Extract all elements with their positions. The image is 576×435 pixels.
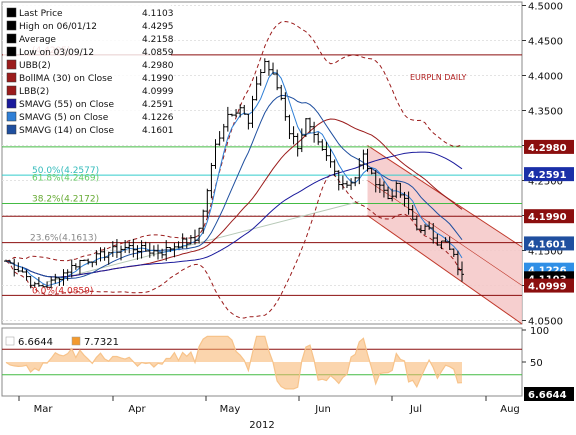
legend-swatch (6, 85, 17, 96)
lower-bollinger-band (5, 173, 463, 319)
legend-swatch (6, 72, 17, 83)
right-value-tag (524, 278, 574, 293)
oscillator-tick-label: 100 (530, 326, 549, 337)
legend-value: 4.2980 (142, 61, 174, 71)
oscillator-value-tag (524, 387, 574, 401)
legend-label: SMAVG (14) on Close (19, 126, 114, 136)
price-tick-label: 4.0500 (528, 317, 563, 328)
right-value-tag (524, 209, 574, 224)
sma-5-line (5, 71, 463, 287)
legend-label: High on 06/01/12 (19, 22, 97, 32)
moving-averages (5, 71, 463, 287)
right-value-tag (524, 167, 574, 182)
fib-label: 23.6%(4.1613) (30, 234, 97, 244)
x-tick-label: May (220, 404, 241, 415)
legend-value: 4.2591 (142, 100, 174, 110)
legend-label: SMAVG (5) on Close (19, 113, 109, 123)
legend-value: 4.1226 (142, 113, 174, 123)
right-value-tag-text: 4.0999 (528, 282, 567, 293)
price-tick-label: 4.3500 (528, 107, 563, 118)
legend-value: 4.0999 (142, 87, 174, 97)
oscillator-legend-value: 7.7321 (84, 337, 119, 348)
fib-label: 50.0%(4.2577) (32, 166, 99, 176)
legend-value: 4.1990 (142, 74, 174, 84)
right-value-tag (524, 236, 574, 251)
legend-value: 4.1601 (142, 126, 174, 136)
legend-swatch (6, 20, 17, 31)
oscillator-legend: 6.6644 7.7321 (5, 336, 119, 348)
x-tick-label: Jun (314, 404, 331, 415)
sma-14-line (5, 94, 463, 280)
right-value-tag-text: 4.1990 (528, 212, 567, 223)
x-axis-year: 2012 (249, 420, 274, 431)
fib-label: 61.8%(4.2469) (32, 174, 99, 184)
channel-mid-line (367, 180, 523, 286)
legend-swatch (6, 33, 17, 44)
sma-55-line (5, 151, 463, 278)
oscillator-tick-label: 50 (530, 358, 543, 369)
legend-value: 4.4295 (142, 22, 174, 32)
legend-box (3, 4, 171, 140)
legend-value: 4.0859 (142, 48, 174, 58)
oscillator-legend-swatch (5, 336, 15, 346)
legend-label: SMAVG (55) on Close (19, 100, 114, 110)
right-value-tag-text: 4.1601 (528, 239, 567, 250)
right-value-tags: 4.29804.25914.19904.16014.12264.11034.09… (524, 139, 574, 293)
price-tick-label: 4.4000 (528, 72, 563, 83)
x-axis: Mar Apr May Jun Jul Aug (18, 396, 520, 415)
price-tick-label: 4.5000 (528, 2, 563, 13)
legend-label: BollMA (30) on Close (19, 74, 113, 84)
legend-swatch (6, 46, 17, 57)
right-value-tag-text: 4.1226 (528, 266, 567, 277)
right-value-tag-text: 4.2591 (528, 170, 567, 181)
legend-label: Last Price (19, 9, 63, 19)
oscillator-line (5, 335, 463, 390)
x-tick-label: Aug (500, 404, 520, 415)
legend-label: Low on 03/09/12 (19, 48, 94, 58)
oscillator-legend-swatch (71, 336, 81, 346)
price-candles (4, 58, 464, 289)
upper-bollinger-band (5, 20, 463, 262)
x-tick-label: Apr (128, 404, 146, 415)
oscillator-legend-value: 6.6644 (18, 337, 53, 348)
oscillator-axis: 100 50 6.6644 (522, 326, 574, 401)
legend-swatch (6, 124, 17, 135)
legend: Last Price 4.1103 High on 06/01/12 4.4295 Av… (6, 7, 174, 136)
legend-swatch (6, 7, 17, 18)
oscillator-series (5, 335, 463, 390)
x-tick-label: Jul (409, 404, 422, 415)
fib-label: 0.0%(4.0859) (32, 286, 93, 296)
legend-label: LBB(2) (19, 87, 49, 97)
price-tick-label: 4.1500 (528, 247, 563, 258)
price-tick-label: 4.4500 (528, 37, 563, 48)
channel-lower-line (367, 215, 523, 325)
price-tick-label: 4.2500 (528, 177, 563, 188)
right-value-tag-text: 4.2980 (528, 143, 567, 154)
legend-swatch (6, 98, 17, 109)
channel-fill (367, 145, 522, 324)
legend-value: 4.1103 (142, 9, 174, 19)
legend-swatch (6, 111, 17, 122)
oscillator-value-tag-text: 6.6644 (528, 390, 567, 401)
legend-label: Average (19, 35, 56, 45)
annotation-label: EURPLN DAILY (410, 73, 467, 82)
legend-label: UBB(2) (19, 61, 51, 71)
fib-label: 38.2%(4.2172) (32, 194, 99, 204)
x-tick-label: Mar (34, 404, 54, 415)
legend-swatch (6, 59, 17, 70)
right-value-tag (524, 139, 574, 154)
legend-value: 4.2158 (142, 35, 174, 45)
